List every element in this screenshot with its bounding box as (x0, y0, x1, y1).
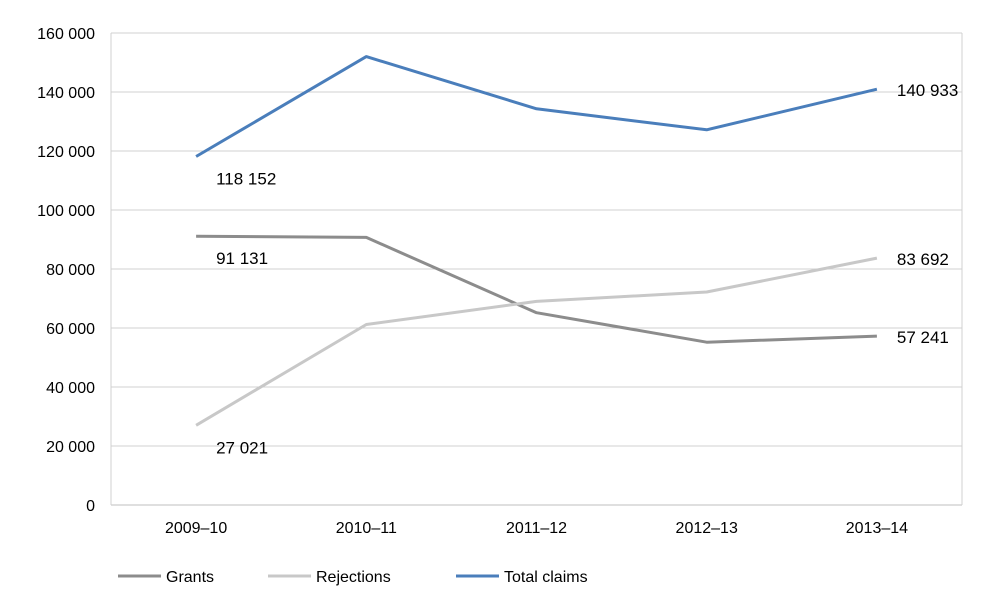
legend-label: Grants (166, 569, 214, 586)
series-line-grants (196, 234, 877, 344)
y-tick-label: 0 (86, 498, 95, 515)
data-label: 57 241 (897, 328, 949, 347)
series-line-total-claims (195, 55, 878, 158)
y-tick-label: 120 000 (37, 144, 95, 161)
x-tick-label: 2012–13 (676, 520, 738, 537)
legend-label: Total claims (504, 569, 588, 586)
y-tick-label: 140 000 (37, 85, 95, 102)
series-lines (195, 55, 878, 427)
legend-label: Rejections (316, 569, 391, 586)
data-label: 118 152 (216, 169, 276, 188)
y-tick-label: 20 000 (46, 439, 95, 456)
x-axis-tick-labels: 2009–10 2010–11 2011–12 2012–13 2013–14 (165, 520, 908, 537)
legend: Grants Rejections Total claims (118, 569, 588, 586)
x-tick-label: 2010–11 (336, 520, 397, 537)
y-tick-label: 60 000 (46, 321, 95, 338)
x-tick-label: 2013–14 (846, 520, 908, 537)
y-axis-tick-labels: 0 20 000 40 000 60 000 80 000 100 000 120 000 1… (37, 26, 95, 515)
gridlines (110, 32, 963, 506)
y-tick-label: 160 000 (37, 26, 95, 43)
data-label: 91 131 (216, 249, 268, 268)
y-tick-label: 80 000 (46, 262, 95, 279)
data-label: 140 933 (897, 81, 958, 100)
y-tick-label: 40 000 (46, 380, 95, 397)
data-label: 27 021 (216, 438, 268, 457)
x-tick-label: 2011–12 (506, 520, 567, 537)
x-tick-label: 2009–10 (165, 520, 227, 537)
data-labels: 91 131 57 241 27 021 83 692 118 152 140 933 (216, 81, 958, 457)
data-label: 83 692 (897, 250, 949, 269)
series-line-rejections (195, 256, 878, 427)
y-tick-label: 100 000 (37, 203, 95, 220)
